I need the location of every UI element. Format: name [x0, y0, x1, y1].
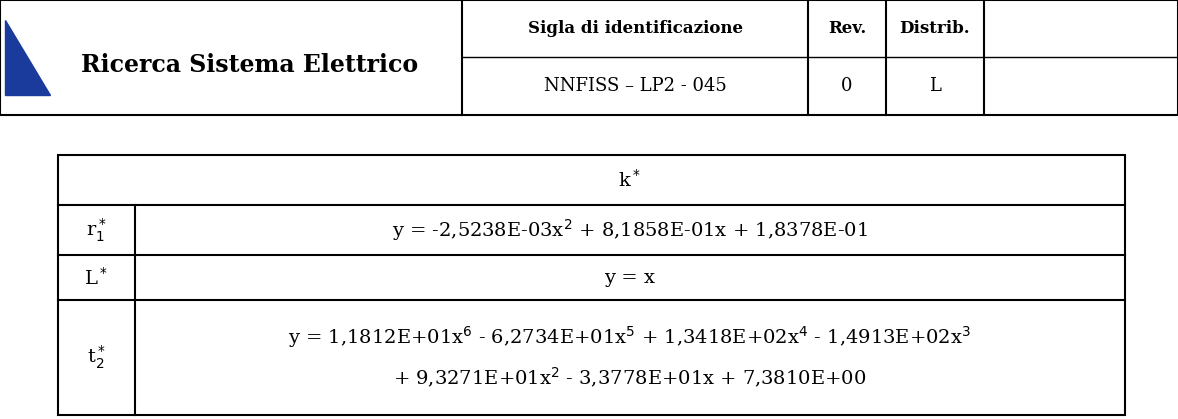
Bar — [58, 155, 1125, 415]
Text: k$^*$: k$^*$ — [618, 169, 642, 191]
Polygon shape — [5, 20, 49, 95]
Text: 0: 0 — [841, 77, 853, 95]
Text: L: L — [929, 77, 941, 95]
Text: Distrib.: Distrib. — [900, 20, 971, 37]
Text: Sigla di identificazione: Sigla di identificazione — [528, 20, 742, 37]
Bar — [0, 0, 1178, 115]
Text: y = -2,5238E-03x$^2$ + 8,1858E-01x + 1,8378E-01: y = -2,5238E-03x$^2$ + 8,1858E-01x + 1,8… — [392, 217, 868, 243]
Text: L$^*$: L$^*$ — [85, 266, 108, 288]
Text: y = x: y = x — [604, 269, 655, 287]
Text: NNFISS – LP2 - 045: NNFISS – LP2 - 045 — [543, 77, 727, 95]
Text: r$_1^*$: r$_1^*$ — [86, 216, 107, 244]
Text: Rev.: Rev. — [828, 20, 866, 37]
Text: t$_2^*$: t$_2^*$ — [87, 344, 106, 371]
Text: Ricerca Sistema Elettrico: Ricerca Sistema Elettrico — [81, 53, 418, 77]
Text: y = 1,1812E+01x$^6$ - 6,2734E+01x$^5$ + 1,3418E+02x$^4$ - 1,4913E+02x$^3$: y = 1,1812E+01x$^6$ - 6,2734E+01x$^5$ + … — [289, 324, 972, 350]
Text: + 9,3271E+01x$^2$ - 3,3778E+01x + 7,3810E+00: + 9,3271E+01x$^2$ - 3,3778E+01x + 7,3810… — [393, 366, 867, 390]
